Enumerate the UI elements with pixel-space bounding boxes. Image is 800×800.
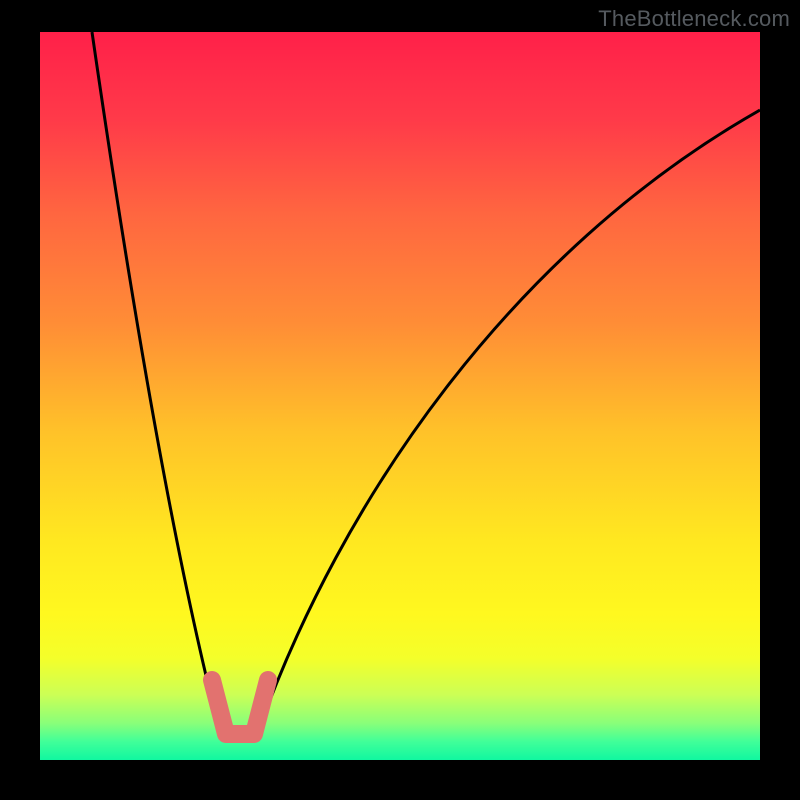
- plot-area: [40, 32, 760, 760]
- bottleneck-chart: [40, 32, 760, 760]
- gradient-background: [40, 32, 760, 760]
- watermark-text: TheBottleneck.com: [598, 6, 790, 32]
- chart-canvas: TheBottleneck.com: [0, 0, 800, 800]
